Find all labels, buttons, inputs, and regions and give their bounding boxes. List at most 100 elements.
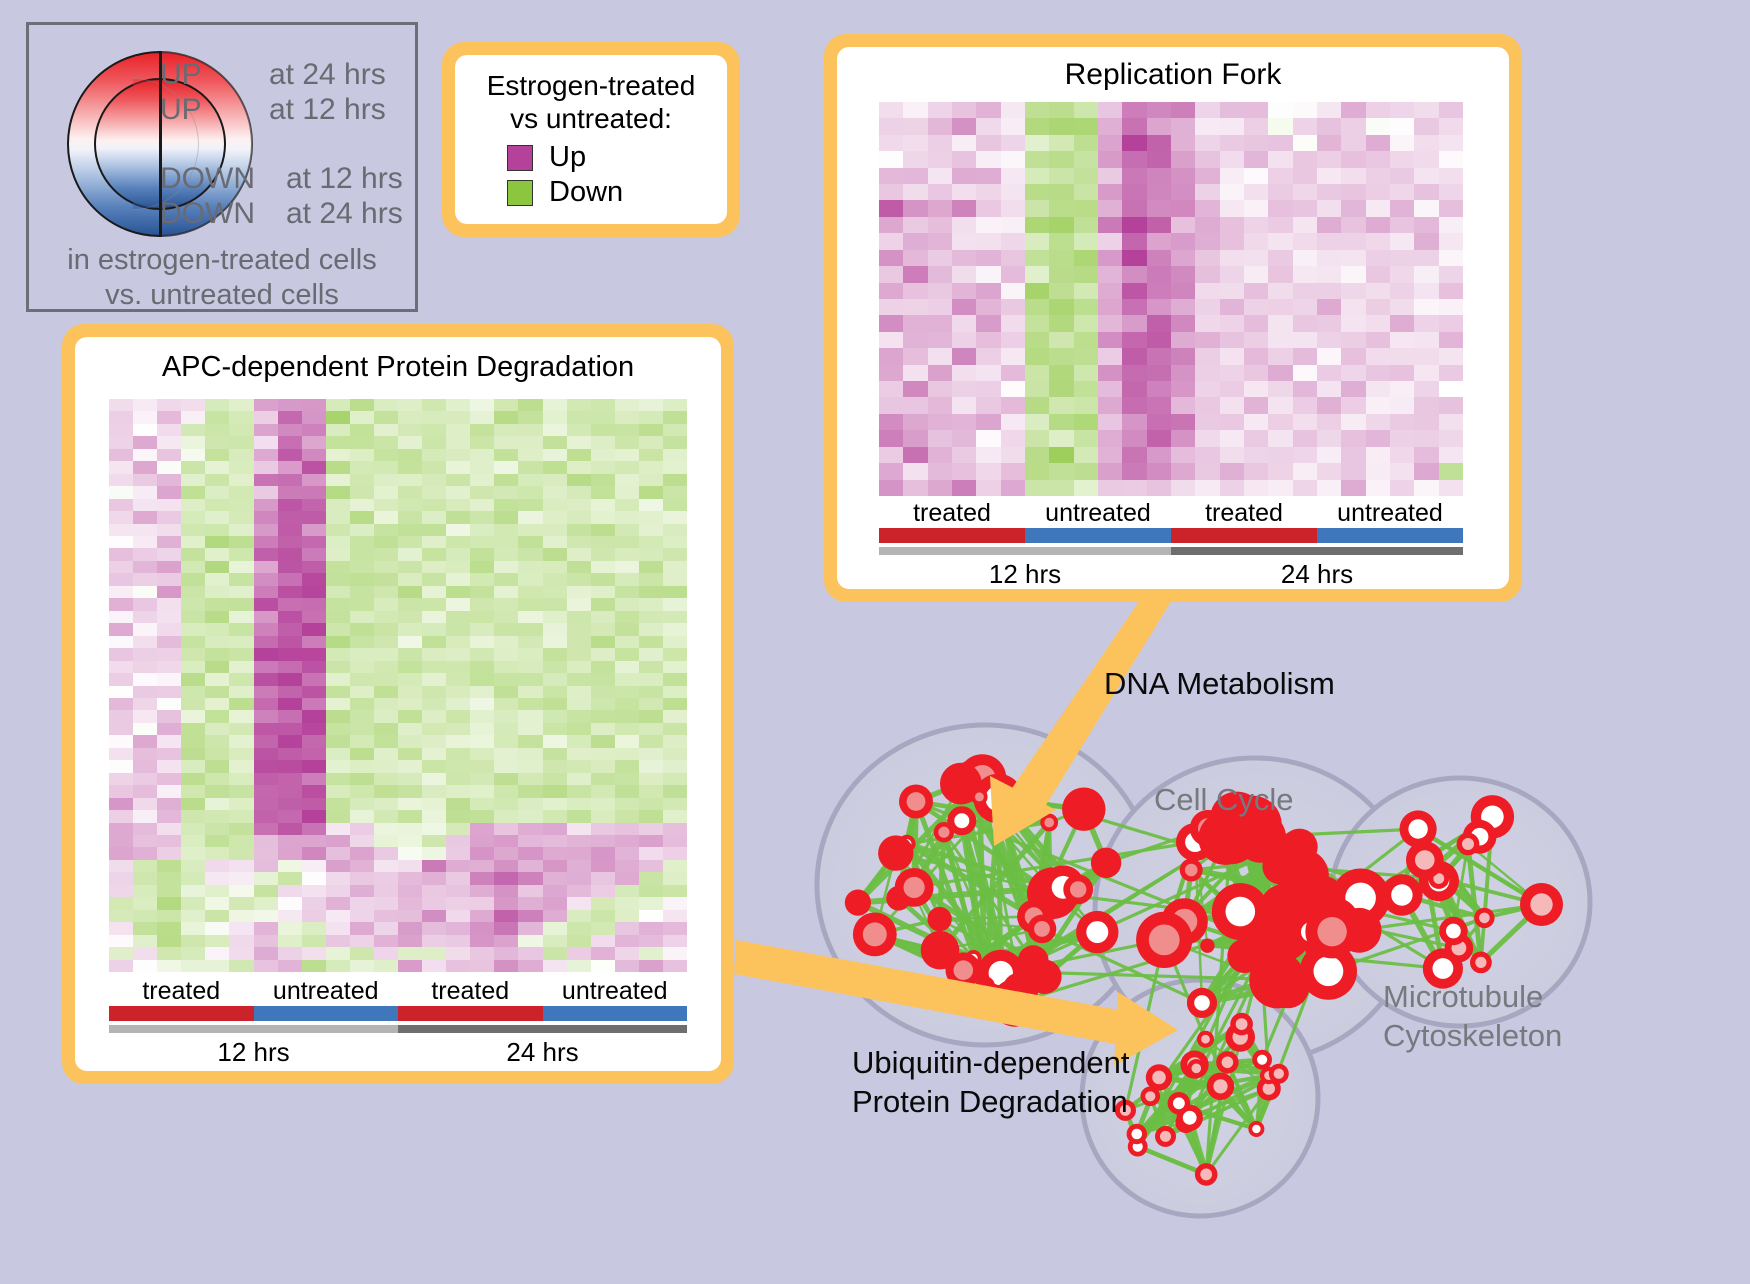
heatmap-cell (615, 922, 639, 934)
heatmap-cell (1268, 266, 1292, 282)
heatmap-cell (1414, 118, 1438, 134)
heatmap-cell (663, 872, 687, 884)
heatmap-cell (1122, 200, 1146, 216)
heatmap-cell (1414, 184, 1438, 200)
heatmap-cell (1293, 217, 1317, 233)
heatmap-cell (205, 673, 229, 685)
heatmap-cell (350, 486, 374, 498)
heatmap-cell (326, 760, 350, 772)
heatmap-cell (976, 250, 1000, 266)
heatmap-cell (470, 823, 494, 835)
heatmap-cell (1171, 283, 1195, 299)
heatmap-cell (133, 922, 157, 934)
heatmap-cell (567, 611, 591, 623)
heatmap-cell (494, 461, 518, 473)
heatmap-cell (1074, 217, 1098, 233)
heatmap-cell (302, 760, 326, 772)
legend-item-up: Up (507, 141, 727, 174)
heatmap-cell (229, 748, 253, 760)
heatmap-cell (543, 461, 567, 473)
heatmap-cell (1195, 151, 1219, 167)
treatment-bar (879, 528, 1025, 543)
heatmap-cell (278, 648, 302, 660)
heatmap-cell (1122, 414, 1146, 430)
heatmap-cell (1220, 299, 1244, 315)
heatmap-cell (1220, 332, 1244, 348)
heatmap-cell (1049, 315, 1073, 331)
heatmap-cell (157, 486, 181, 498)
heatmap-cell (398, 511, 422, 523)
heatmap-cell (928, 200, 952, 216)
heatmap-cell (205, 885, 229, 897)
heatmap-cell (928, 151, 952, 167)
heatmap-cell (374, 474, 398, 486)
heatmap-cell (1317, 397, 1341, 413)
heatmap-cell (494, 436, 518, 448)
heatmap-cell (133, 561, 157, 573)
timepoint-bar (1171, 547, 1463, 555)
heatmap-cell (903, 414, 927, 430)
heatmap-cell (976, 397, 1000, 413)
heatmap-cell (157, 935, 181, 947)
heatmap-cell (591, 461, 615, 473)
heatmap-cell (205, 573, 229, 585)
network-node-core (1257, 1055, 1267, 1065)
heatmap-cell (1001, 348, 1025, 364)
heatmap-cell (1268, 168, 1292, 184)
heatmap-cell (567, 536, 591, 548)
heatmap-cell (952, 447, 976, 463)
heatmap-cell (1074, 397, 1098, 413)
heatmap-cell (254, 823, 278, 835)
heatmap-cell (903, 397, 927, 413)
heatmap-cell (518, 960, 542, 972)
heatmap-cell (254, 573, 278, 585)
heatmap-cell (1317, 233, 1341, 249)
heatmap-cell (422, 611, 446, 623)
heatmap-cell (1074, 283, 1098, 299)
heatmap-cell (326, 798, 350, 810)
heatmap-cell (398, 586, 422, 598)
heatmap-cell (398, 947, 422, 959)
heatmap-cell (591, 823, 615, 835)
heatmap-cell (591, 785, 615, 797)
heatmap-cell (639, 798, 663, 810)
heatmap-cell (1025, 135, 1049, 151)
heatmap-cell (350, 785, 374, 797)
heatmap-cell (278, 785, 302, 797)
heatmap-cell (133, 461, 157, 473)
heatmap-cell (1098, 414, 1122, 430)
heatmap-cell (615, 897, 639, 909)
heatmap-cell (1147, 447, 1171, 463)
heatmap-cell (952, 233, 976, 249)
heatmap-cell (952, 283, 976, 299)
heatmap-cell (1439, 447, 1463, 463)
heatmap-cell (928, 447, 952, 463)
heatmap-cell (1317, 365, 1341, 381)
heatmap-cell (109, 922, 133, 934)
heatmap-cell (278, 798, 302, 810)
heatmap-cell (1147, 250, 1171, 266)
heatmap-cell (109, 885, 133, 897)
heatmap-cell (398, 661, 422, 673)
heatmap-cell (1147, 299, 1171, 315)
heatmap-cell (976, 118, 1000, 134)
heatmap-cell (1122, 332, 1146, 348)
heatmap-cell (976, 283, 1000, 299)
heatmap-cell (446, 735, 470, 747)
heatmap-cell (205, 872, 229, 884)
heatmap-cell (615, 773, 639, 785)
heatmap-cell (591, 922, 615, 934)
heatmap-cell (1317, 283, 1341, 299)
heatmap-cell (663, 748, 687, 760)
heatmap-cell (1098, 102, 1122, 118)
heatmap-cell (326, 748, 350, 760)
heatmap-cell (205, 935, 229, 947)
heatmap-cell (879, 200, 903, 216)
heatmap-cell (663, 548, 687, 560)
network-node-core (1086, 921, 1108, 943)
heatmap-cell (254, 561, 278, 573)
heatmap-cell (663, 461, 687, 473)
heatmap-cell (494, 798, 518, 810)
heatmap-cell (1244, 430, 1268, 446)
heatmap-cell (615, 910, 639, 922)
